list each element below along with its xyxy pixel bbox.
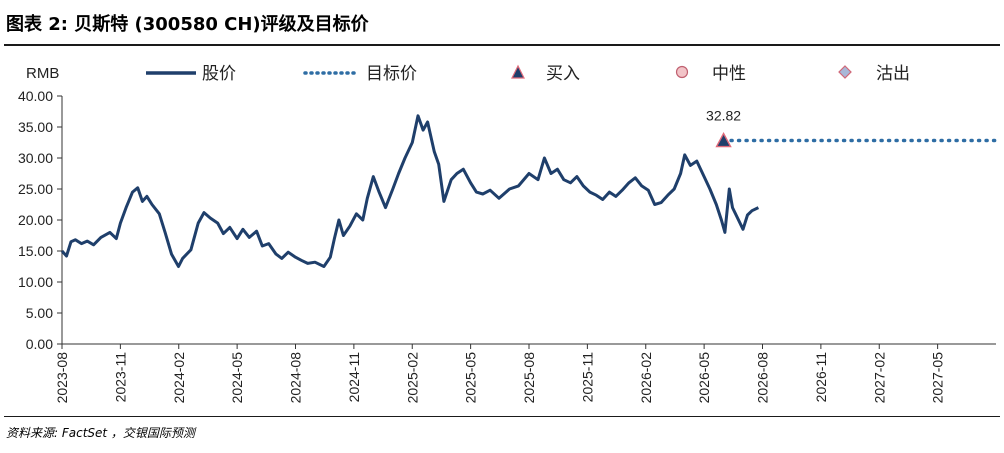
unit-label: RMB — [26, 65, 59, 82]
bottom-rule — [4, 416, 1000, 417]
x-tick-label: 2024-02 — [171, 352, 187, 404]
legend: 股价 目标价 买入 中性 沽出 — [146, 64, 910, 84]
legend-label-stock-price: 股价 — [202, 64, 236, 84]
x-tick-label: 2023-11 — [112, 352, 128, 403]
x-tick-label: 2024-05 — [229, 352, 245, 404]
x-tick-label: 2025-08 — [521, 352, 537, 404]
y-tick-label: 20.00 — [18, 212, 53, 228]
legend-label-sell: 沽出 — [876, 64, 910, 84]
legend-entry-neutral: 中性 — [675, 64, 746, 84]
sell-diamond-icon — [838, 65, 852, 79]
legend-entry-buy: 买入 — [511, 64, 580, 84]
y-tick-label: 5.00 — [26, 305, 53, 321]
legend-entry-target-price: 目标价 — [303, 64, 417, 84]
legend-label-neutral: 中性 — [712, 64, 746, 84]
x-ticks: 2023-08 2023-11 2024-02 2024-05 2024-08 2024-… — [54, 344, 946, 403]
figure-title: 图表 2: 贝斯特 (300580 CH)评级及目标价 — [6, 14, 369, 35]
y-tick-label: 10.00 — [18, 274, 53, 290]
neutral-circle-icon — [675, 65, 689, 79]
y-ticks: 0.00 5.00 10.00 15.00 20.00 25.00 30.00 35.00 40… — [18, 88, 62, 352]
legend-entry-stock-price: 股价 — [146, 64, 236, 84]
y-tick-label: 15.00 — [18, 243, 53, 259]
top-rule — [4, 44, 1000, 46]
x-tick-label: 2027-02 — [871, 352, 887, 404]
x-tick-label: 2024-08 — [288, 352, 304, 404]
buy-triangle-icon — [511, 64, 525, 79]
x-tick-label: 2023-08 — [54, 352, 70, 404]
legend-label-buy: 买入 — [546, 64, 580, 84]
y-tick-label: 0.00 — [26, 336, 53, 352]
x-tick-label: 2025-02 — [404, 352, 420, 404]
y-tick-label: 30.00 — [18, 150, 53, 166]
target-price-annotation: 32.82 — [706, 108, 741, 124]
x-tick-label: 2027-05 — [930, 352, 946, 404]
buy-rating-marker — [715, 132, 732, 148]
rating-marks: 32.82 — [706, 108, 741, 148]
x-tick-label: 2025-05 — [463, 352, 479, 404]
x-tick-label: 2024-11 — [346, 352, 362, 403]
x-tick-label: 2026-05 — [696, 352, 712, 404]
y-tick-label: 35.00 — [18, 119, 53, 135]
x-tick-label: 2026-02 — [638, 352, 654, 404]
legend-entry-sell: 沽出 — [838, 64, 910, 84]
source-note: 资料来源: FactSet ，交银国际预测 — [6, 426, 195, 440]
x-tick-label: 2026-08 — [755, 352, 771, 404]
legend-label-target-price: 目标价 — [366, 64, 417, 84]
y-tick-label: 40.00 — [18, 88, 53, 104]
x-tick-label: 2026-11 — [813, 352, 829, 403]
y-tick-label: 25.00 — [18, 181, 53, 197]
series-line-stock-price — [60, 114, 760, 268]
x-tick-label: 2025-11 — [579, 352, 595, 403]
